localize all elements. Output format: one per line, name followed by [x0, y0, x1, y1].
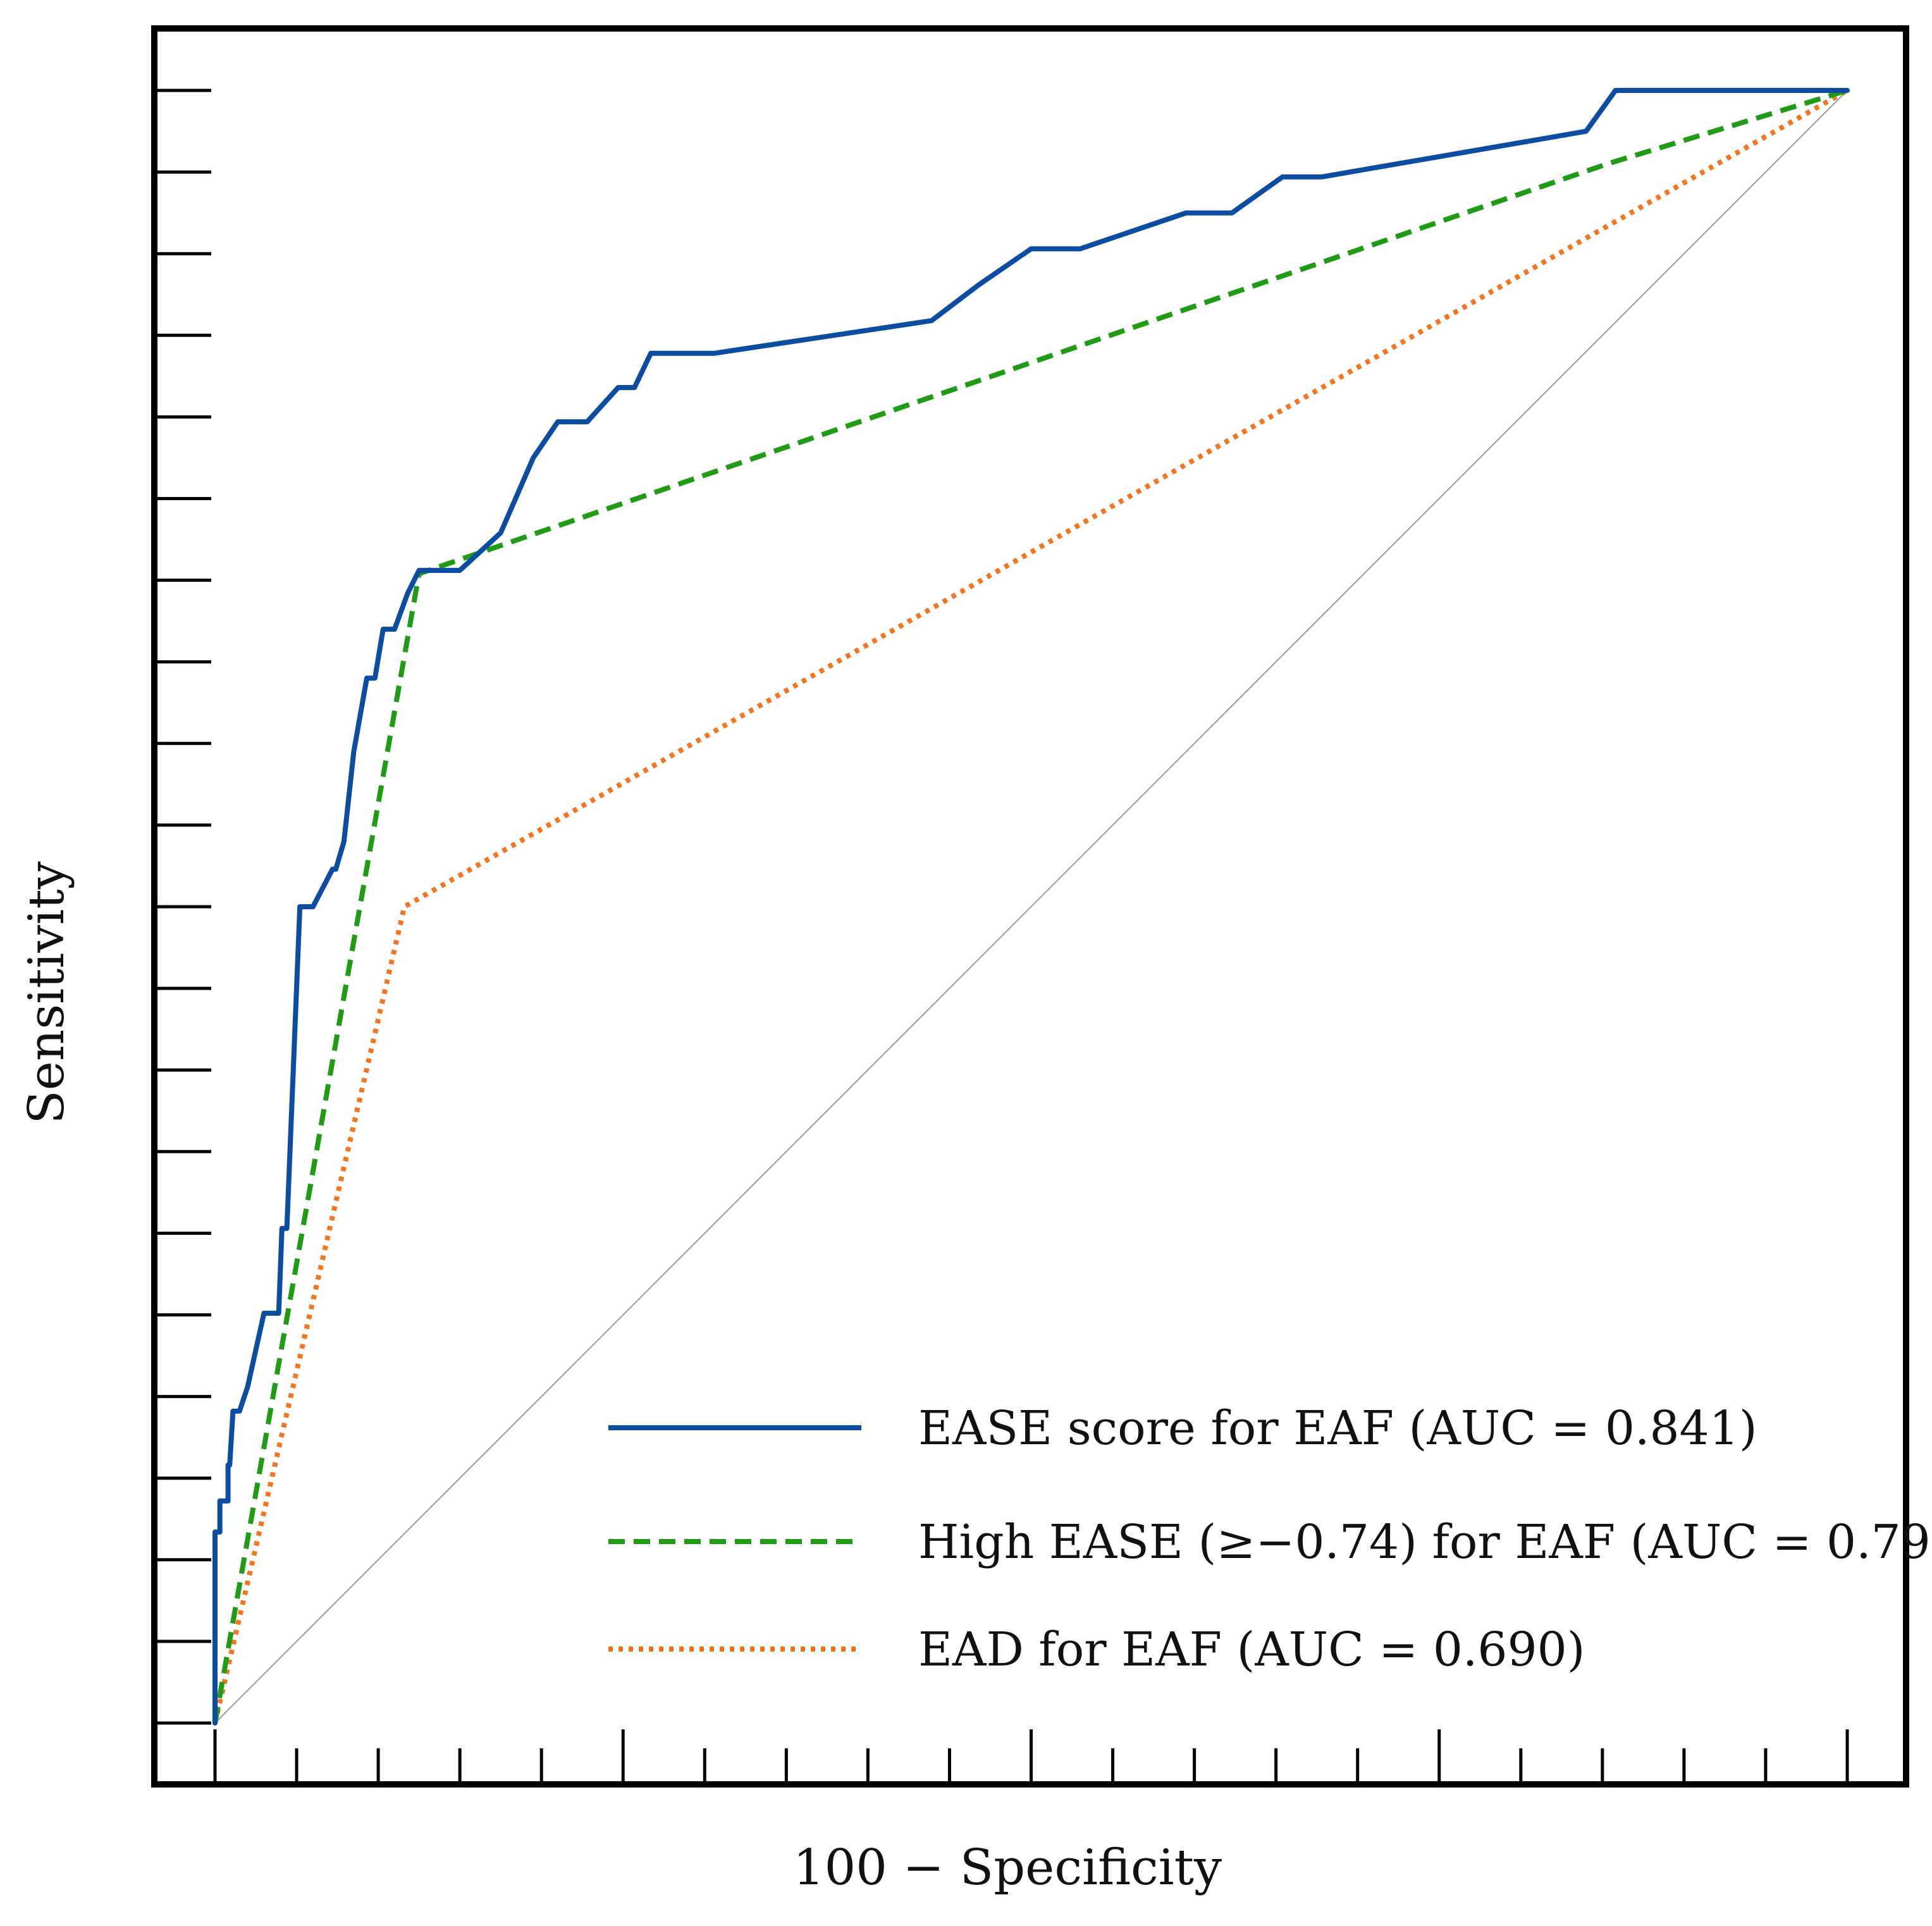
series-solid-curve [212, 88, 1850, 1726]
series-dashed-curve [212, 88, 1849, 1724]
legend: EASE score for EAF (AUC = 0.841) High EAS… [608, 1401, 1932, 1677]
chance-line [214, 90, 1848, 1724]
legend-label: High EASE (≥−0.74) for EAF (AUC = 0.791) [918, 1515, 1932, 1569]
y-axis-label: Sensitivity [18, 861, 75, 1124]
plot-frame [151, 25, 1909, 1788]
legend-label: EASE score for EAF (AUC = 0.841) [918, 1401, 1757, 1456]
roc-curves [212, 88, 1850, 1726]
series-dotted-curve [212, 88, 1849, 1724]
axis-ticks [157, 89, 1849, 1781]
legend-label: EAD for EAF (AUC = 0.690) [918, 1622, 1585, 1677]
reference-diagonal [214, 90, 1848, 1724]
x-axis-label: 100 − Specificity [793, 1839, 1222, 1896]
